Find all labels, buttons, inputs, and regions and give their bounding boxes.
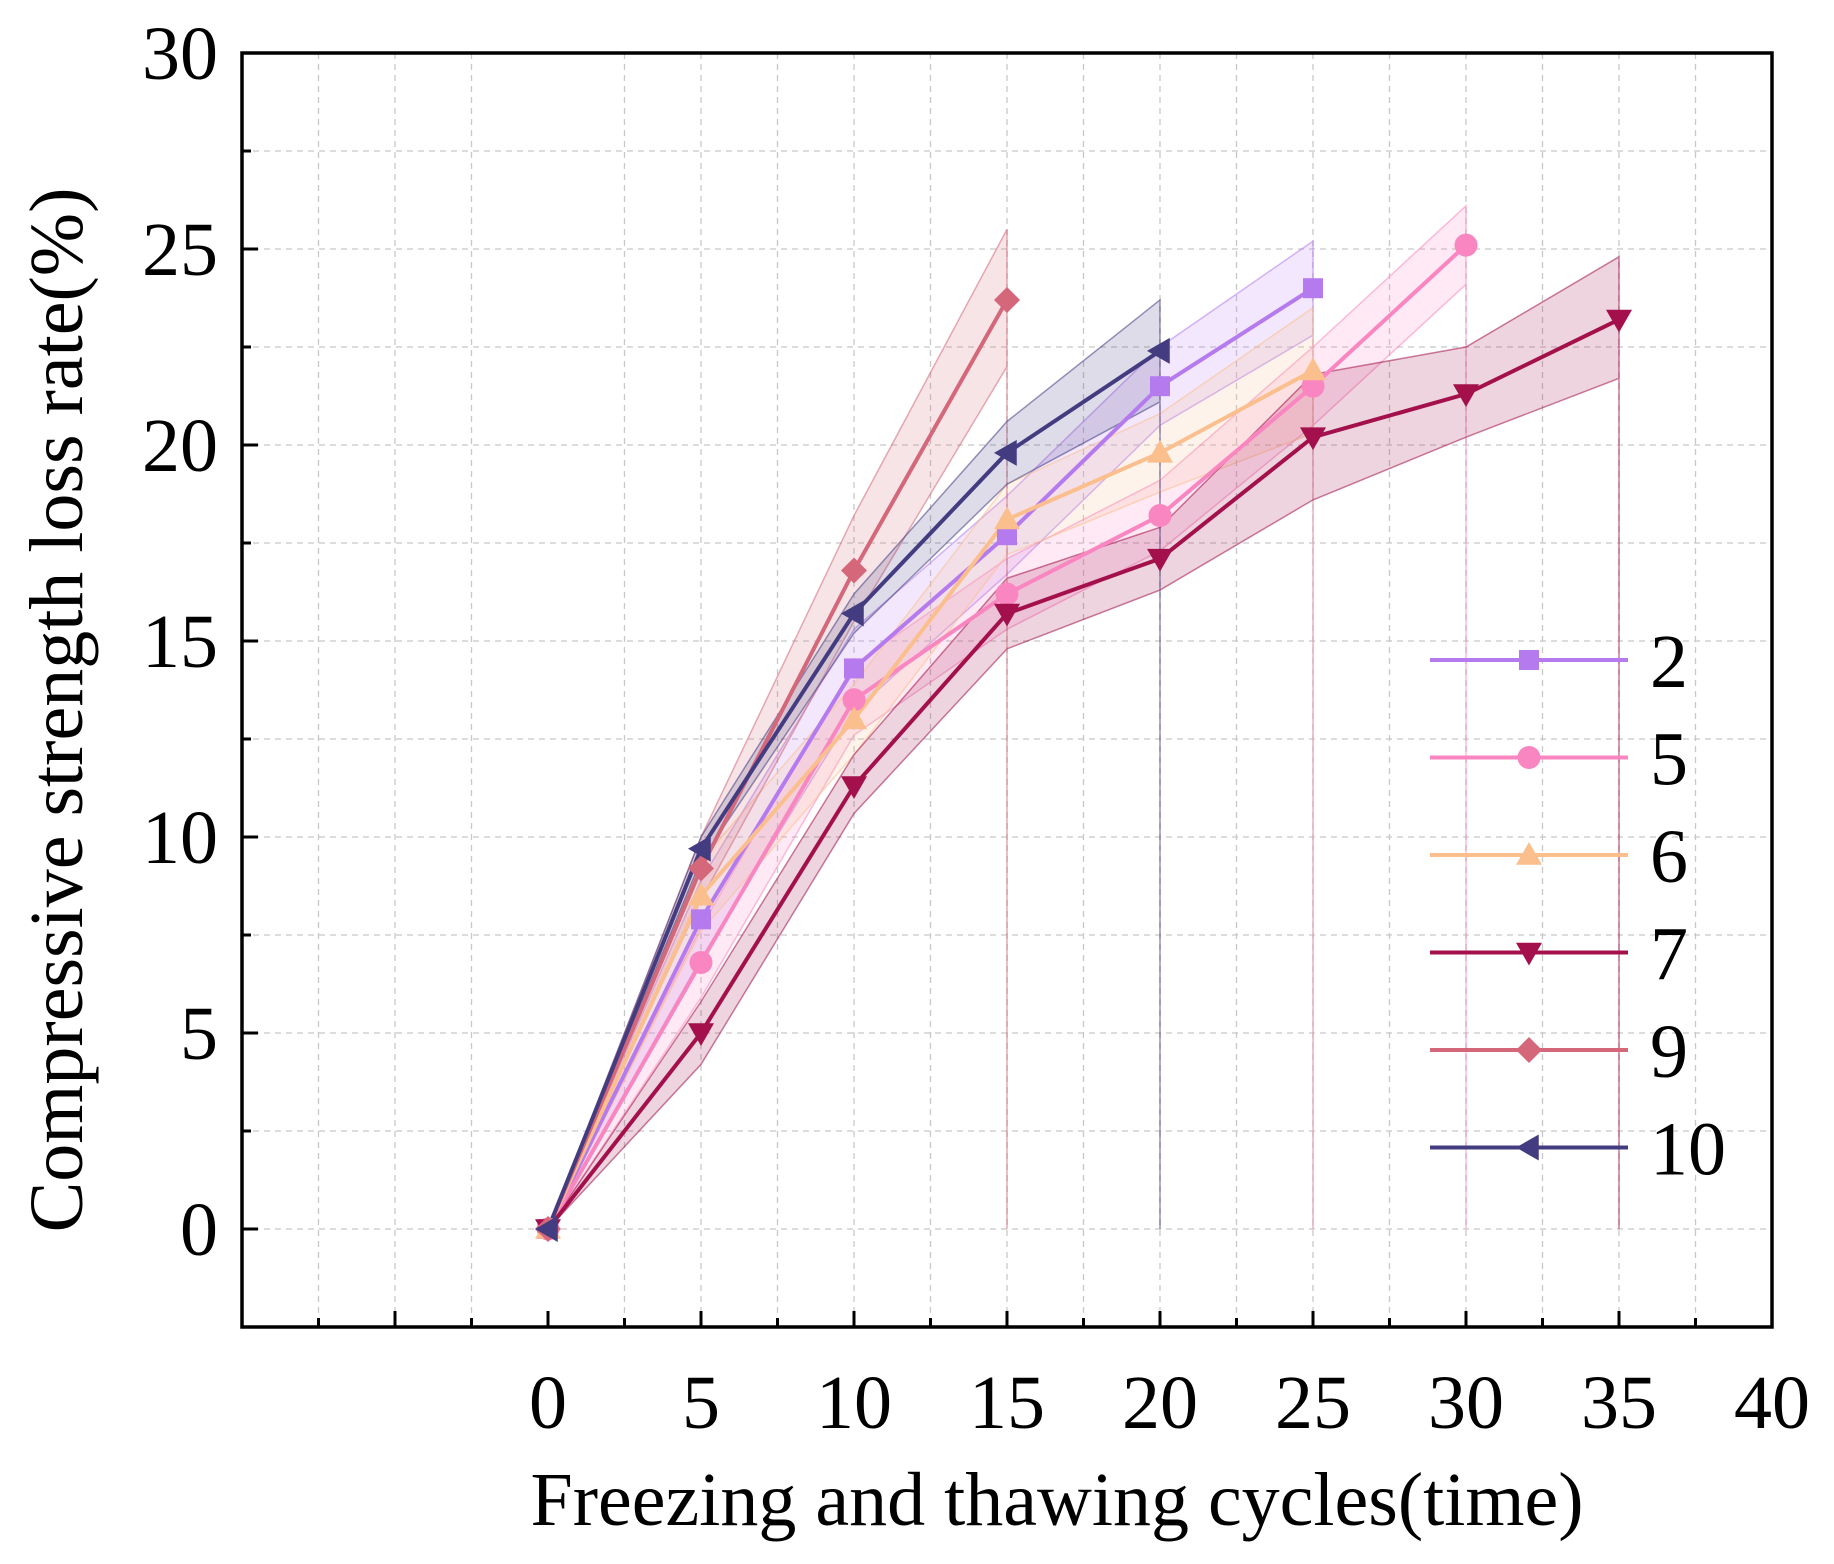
y-tick-label: 30 bbox=[142, 12, 218, 96]
point-series-5 bbox=[1148, 504, 1172, 528]
x-tick-labels: 0 5 10 15 20 25 30 35 40 bbox=[529, 1361, 1810, 1445]
legend: 2 5 6 7 9 10 bbox=[1430, 620, 1726, 1192]
point-series-10 bbox=[535, 1216, 558, 1242]
point-series-10 bbox=[841, 600, 864, 627]
point-series-7 bbox=[841, 776, 867, 800]
legend-marker-2 bbox=[1519, 650, 1539, 670]
y-tick-label: 0 bbox=[180, 1188, 218, 1272]
point-series-5 bbox=[689, 950, 713, 974]
legend-marker-9 bbox=[1516, 1037, 1542, 1063]
x-tick-label: 20 bbox=[1122, 1361, 1198, 1445]
y-tick-labels: 0 5 10 15 20 25 30 bbox=[142, 12, 218, 1272]
y-tick-label: 20 bbox=[142, 404, 218, 488]
point-series-9 bbox=[994, 286, 1020, 313]
point-series-7 bbox=[994, 603, 1020, 627]
line-series-2 bbox=[546, 286, 1315, 1230]
legend-marker-7 bbox=[1516, 942, 1542, 966]
legend-marker-6 bbox=[1516, 842, 1542, 865]
legend-item-2: 2 bbox=[1430, 620, 1688, 704]
legend-item-5: 5 bbox=[1430, 718, 1688, 802]
error-band-series-5 bbox=[547, 204, 1467, 1230]
point-series-10 bbox=[994, 439, 1017, 466]
x-tick-label: 35 bbox=[1581, 1361, 1657, 1445]
legend-label-9: 9 bbox=[1650, 1010, 1688, 1094]
legend-label-6: 6 bbox=[1650, 815, 1688, 899]
legend-item-9: 9 bbox=[1430, 1010, 1688, 1094]
x-tick-label: 25 bbox=[1275, 1361, 1351, 1445]
legend-marker-10 bbox=[1516, 1134, 1539, 1161]
point-series-6 bbox=[688, 882, 714, 906]
point-series-7 bbox=[1453, 384, 1479, 408]
point-series-7 bbox=[1147, 548, 1173, 572]
y-tick-label: 25 bbox=[142, 208, 218, 292]
x-tick-label: 30 bbox=[1428, 1361, 1504, 1445]
point-series-7 bbox=[688, 1023, 714, 1046]
legend-item-6: 6 bbox=[1430, 815, 1688, 899]
x-axis-label: Freezing and thawing cycles(time) bbox=[530, 1458, 1583, 1542]
axis-ticks bbox=[242, 149, 1697, 1329]
point-series-2 bbox=[691, 909, 711, 930]
point-series-6 bbox=[841, 706, 867, 730]
y-tick-label: 10 bbox=[142, 796, 218, 880]
line-series-6 bbox=[546, 368, 1314, 1230]
y-axis-label: Compressive strength loss rate(%) bbox=[15, 188, 99, 1233]
point-series-2 bbox=[1303, 278, 1323, 299]
legend-item-7: 7 bbox=[1430, 913, 1688, 997]
legend-item-10: 10 bbox=[1430, 1108, 1726, 1192]
point-series-6 bbox=[1300, 357, 1326, 381]
error-band-series-7 bbox=[547, 255, 1620, 1230]
point-series-6 bbox=[994, 506, 1020, 530]
series-markers bbox=[535, 233, 1632, 1242]
x-tick-label: 0 bbox=[529, 1361, 567, 1445]
point-series-10 bbox=[1147, 337, 1170, 364]
x-tick-label: 15 bbox=[969, 1361, 1045, 1445]
point-series-2 bbox=[844, 658, 864, 679]
point-series-5 bbox=[995, 582, 1019, 606]
y-tick-label: 5 bbox=[180, 992, 218, 1076]
legend-label-2: 2 bbox=[1650, 620, 1688, 704]
line-series-7 bbox=[546, 317, 1620, 1231]
point-series-6 bbox=[1147, 439, 1173, 463]
point-series-10 bbox=[688, 835, 711, 862]
legend-marker-5 bbox=[1517, 746, 1541, 769]
point-series-7 bbox=[1606, 309, 1632, 333]
x-tick-label: 5 bbox=[682, 1361, 720, 1445]
point-series-5 bbox=[842, 688, 866, 712]
x-tick-label: 40 bbox=[1734, 1361, 1810, 1445]
legend-label-7: 7 bbox=[1650, 913, 1688, 997]
point-series-2 bbox=[1150, 376, 1170, 397]
point-series-7 bbox=[1300, 427, 1326, 451]
y-tick-label: 15 bbox=[142, 600, 218, 684]
x-tick-label: 10 bbox=[816, 1361, 892, 1445]
point-series-5 bbox=[1454, 233, 1478, 257]
legend-label-10: 10 bbox=[1650, 1108, 1726, 1192]
point-series-2 bbox=[997, 525, 1017, 546]
point-series-5 bbox=[1301, 374, 1325, 398]
line-series-9 bbox=[546, 298, 1009, 1230]
point-series-9 bbox=[688, 855, 714, 882]
legend-label-5: 5 bbox=[1650, 718, 1688, 802]
point-series-9 bbox=[841, 557, 867, 584]
